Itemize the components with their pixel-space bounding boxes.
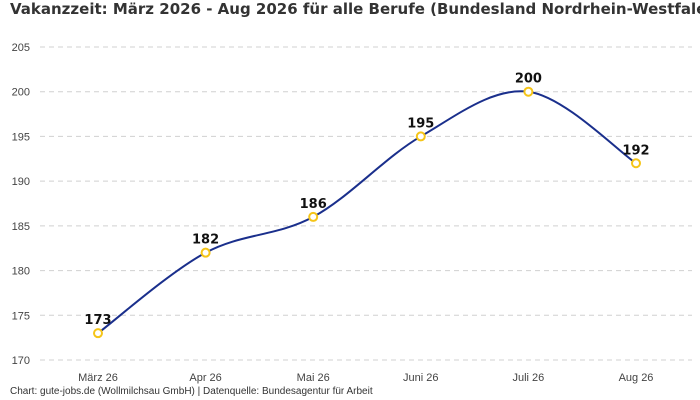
y-tick-label: 185 <box>12 221 30 233</box>
y-tick-label: 205 <box>12 42 30 54</box>
data-point <box>308 211 319 222</box>
data-label: 173 <box>84 313 111 328</box>
x-tick-label: Juni 26 <box>403 372 438 384</box>
x-tick-label: Apr 26 <box>189 372 221 384</box>
gridlines <box>40 46 692 361</box>
data-point <box>200 247 211 258</box>
y-tick-label: 175 <box>12 310 30 322</box>
x-tick-label: Juli 26 <box>513 372 545 384</box>
x-tick-label: März 26 <box>78 372 118 384</box>
data-point <box>415 131 426 142</box>
chart-source: Chart: gute-jobs.de (Wollmilchsau GmbH) … <box>10 386 373 397</box>
data-points <box>93 86 641 339</box>
data-point <box>523 86 534 97</box>
data-label: 192 <box>622 143 649 158</box>
chart-title: Vakanzzeit: März 2026 - Aug 2026 für all… <box>10 0 700 18</box>
data-point <box>93 328 103 339</box>
y-tick-label: 180 <box>12 266 30 278</box>
x-tick-label: Mai 26 <box>297 372 330 384</box>
y-tick-label: 200 <box>12 87 30 99</box>
x-tick-label: Aug 26 <box>619 372 654 384</box>
y-tick-label: 195 <box>12 131 30 143</box>
series-line-path <box>97 90 637 334</box>
data-point <box>631 158 641 169</box>
data-label: 182 <box>192 233 219 248</box>
series-line <box>97 90 637 334</box>
y-tick-label: 170 <box>12 355 30 367</box>
data-label: 186 <box>300 197 327 212</box>
data-label: 195 <box>407 116 434 131</box>
y-tick-label: 190 <box>12 176 30 188</box>
y-axis-ticks: 170 175 180 185 190 195 200 205 <box>12 42 30 367</box>
data-label: 200 <box>515 72 542 87</box>
x-axis-ticks: März 26 Apr 26 Mai 26 Juni 26 Juli 26 Aug 26 <box>78 372 653 384</box>
data-labels: 173 182 186 195 200 192 <box>84 72 649 328</box>
